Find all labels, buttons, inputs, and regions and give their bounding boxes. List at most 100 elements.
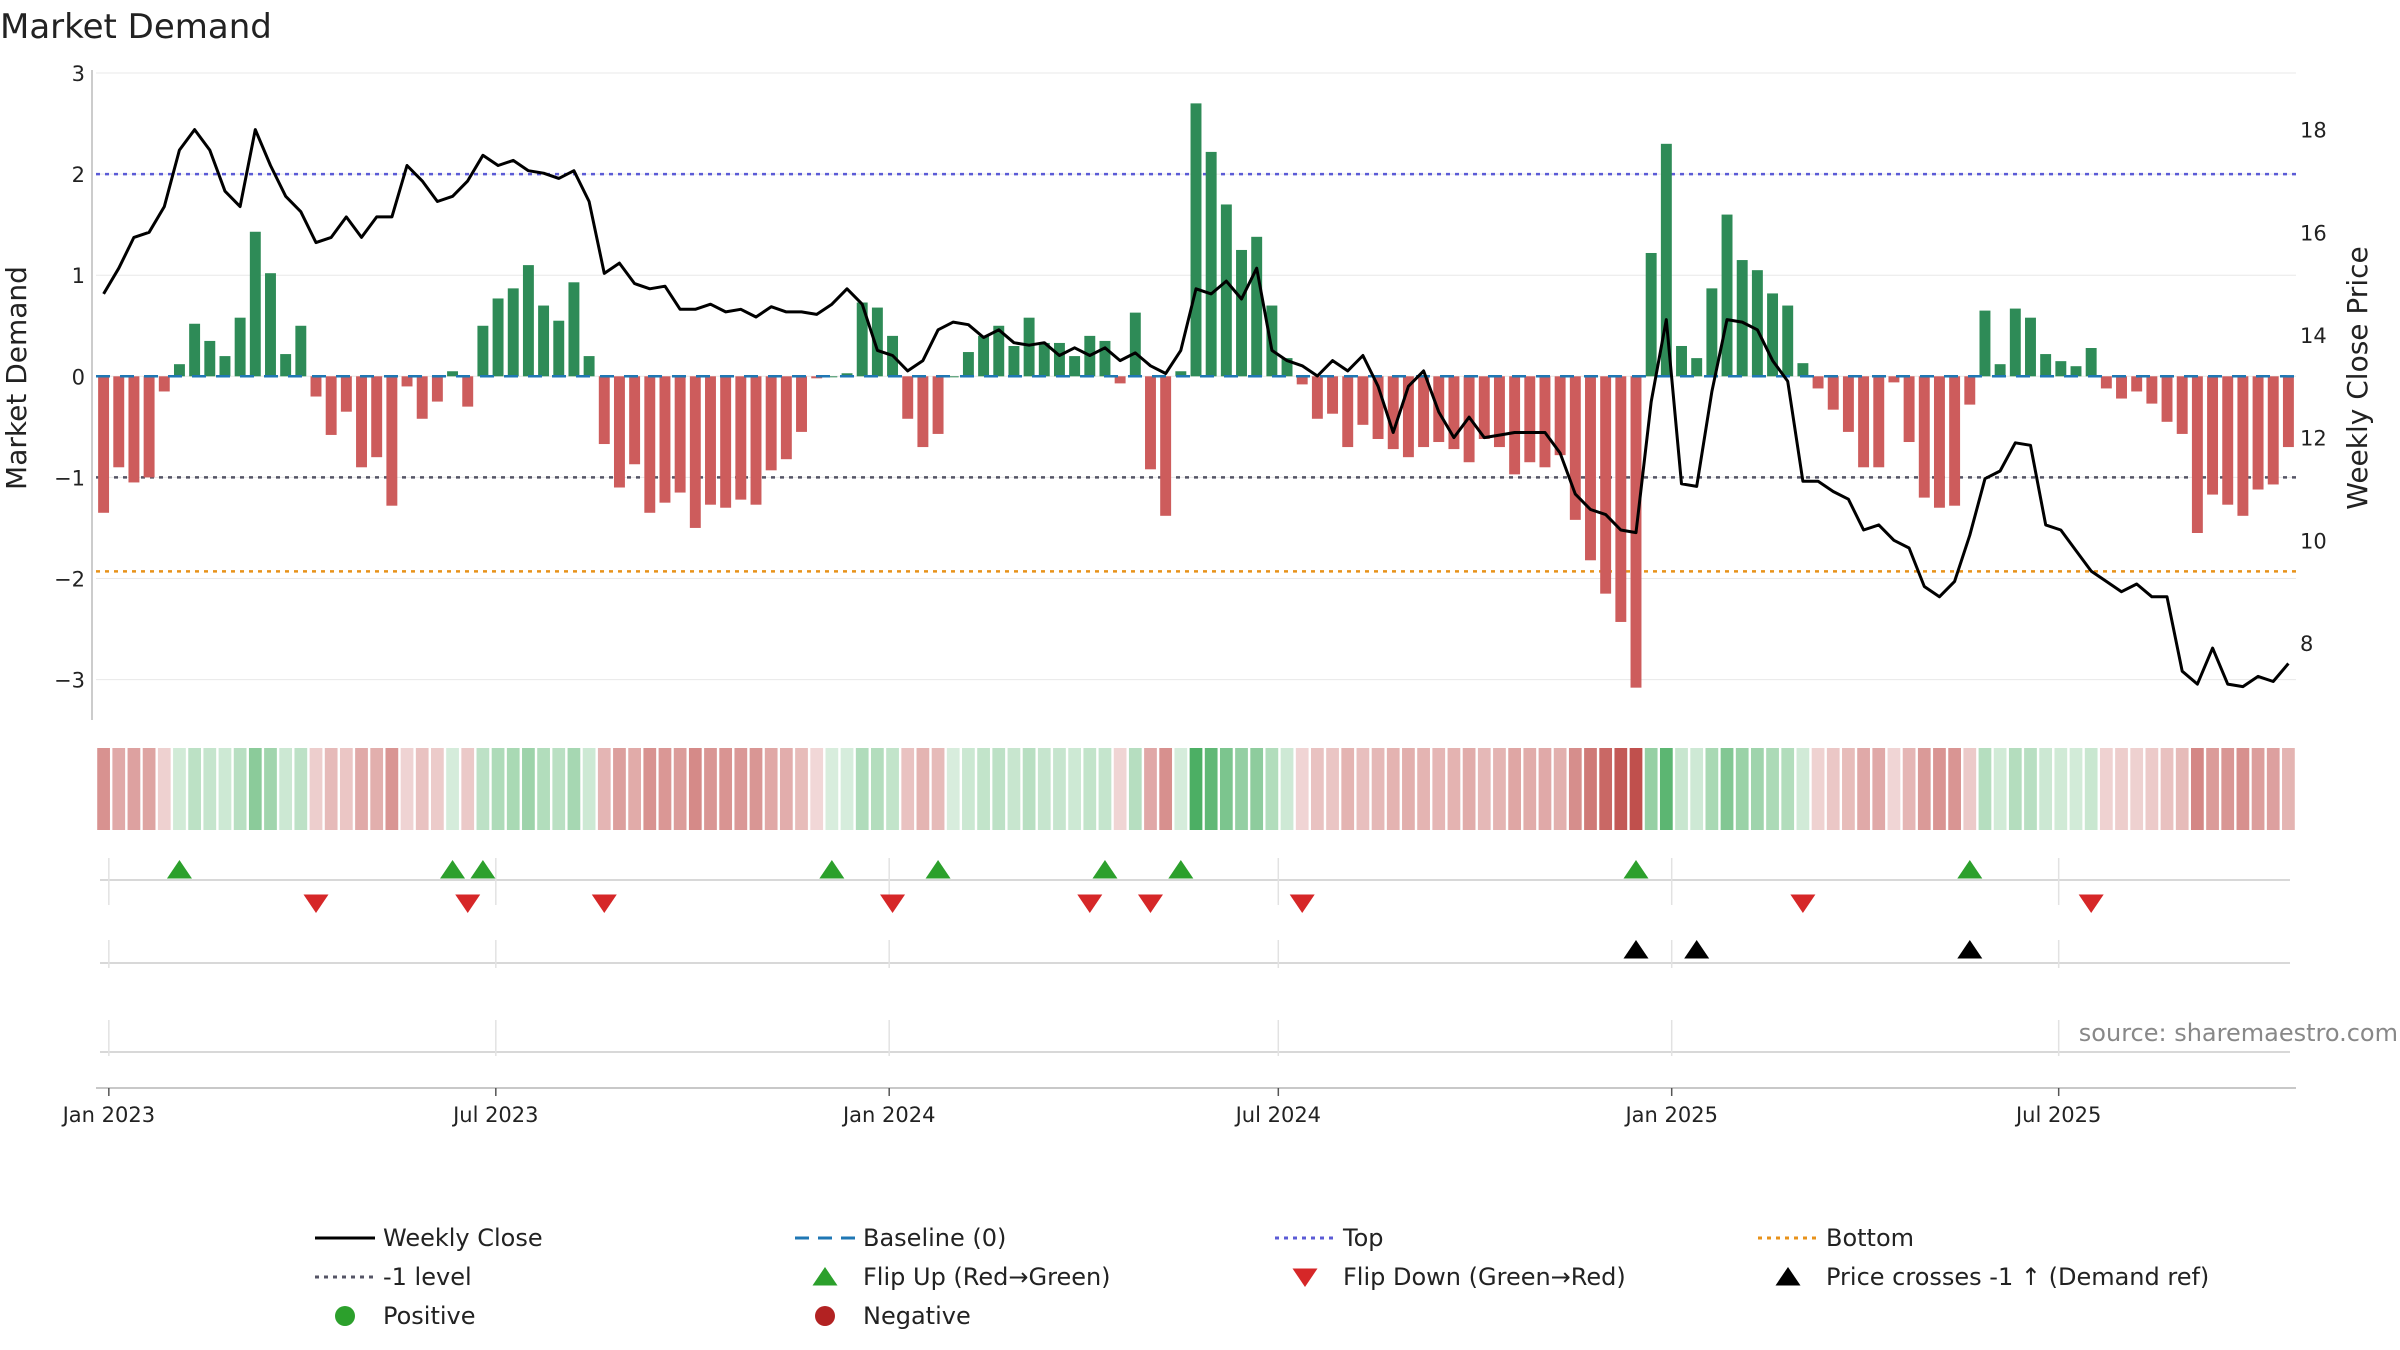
- demand-bar: [1402, 376, 1414, 458]
- heat-cell: [309, 748, 323, 830]
- heat-cell: [1174, 748, 1188, 830]
- legend-label: Negative: [863, 1302, 971, 1330]
- demand-bar: [598, 376, 610, 445]
- demand-bar: [204, 340, 216, 377]
- demand-bar: [796, 376, 807, 432]
- demand-bar: [947, 376, 959, 378]
- heat-cell: [962, 748, 975, 830]
- demand-bar: [978, 335, 990, 377]
- heat-cell: [1189, 748, 1203, 830]
- demand-bar: [1569, 376, 1581, 520]
- demand-bar: [629, 376, 641, 465]
- heat-cell: [415, 748, 429, 830]
- heat-cell: [1447, 748, 1461, 830]
- demand-bar: [1160, 376, 1172, 516]
- heat-cell: [1523, 748, 1537, 830]
- heat-cell: [203, 748, 217, 830]
- heat-cell: [476, 748, 490, 830]
- demand-bar: [1721, 214, 1733, 377]
- x-tick-label: Jan 2024: [841, 1103, 936, 1127]
- heat-cell: [506, 748, 520, 830]
- demand-bar: [2070, 366, 2082, 377]
- demand-bar: [1782, 305, 1794, 377]
- demand-bar: [962, 352, 974, 377]
- legend-label: Flip Up (Red→Green): [863, 1263, 1111, 1291]
- heat-cell: [233, 748, 247, 830]
- demand-bar: [2191, 376, 2203, 533]
- demand-bar: [98, 376, 110, 513]
- flip-down-marker: [880, 894, 906, 913]
- legend-label: Top: [1342, 1224, 1384, 1252]
- demand-bar: [613, 376, 625, 488]
- heat-cell: [1053, 748, 1066, 830]
- flip-down-marker: [1137, 894, 1163, 913]
- demand-bar: [1585, 376, 1596, 561]
- heat-cell: [491, 748, 505, 830]
- demand-bar: [1949, 376, 1961, 506]
- heat-cell: [446, 748, 459, 830]
- demand-bar: [1008, 345, 1020, 377]
- demand-bar: [371, 376, 383, 458]
- demand-bar: [416, 376, 428, 419]
- heat-cell: [628, 748, 641, 830]
- heat-cell: [886, 748, 899, 830]
- demand-bar: [2025, 317, 2036, 377]
- heat-cell: [142, 748, 156, 830]
- legend-swatch: [335, 1306, 355, 1326]
- demand-bar: [659, 376, 671, 503]
- demand-bar: [2100, 376, 2112, 389]
- heat-cell: [1098, 748, 1112, 830]
- heat-cell: [840, 748, 854, 830]
- demand-bar: [1979, 310, 1991, 377]
- x-tick-label: Jul 2025: [2014, 1103, 2101, 1127]
- heat-cell: [279, 748, 293, 830]
- heat-cell: [1022, 748, 1036, 830]
- heat-cell: [1978, 748, 1992, 830]
- heat-cell: [324, 748, 338, 830]
- demand-bar: [993, 325, 1005, 377]
- heat-cell: [552, 748, 566, 830]
- demand-bar: [2267, 376, 2279, 485]
- demand-bar: [2055, 361, 2067, 377]
- heat-cell: [643, 748, 657, 830]
- chart-title: Market Demand: [0, 7, 272, 47]
- x-ticks: Jan 2023 Jul 2023 Jan 2024 Jul 2024 Jan 2025…: [61, 1088, 2101, 1127]
- demand-bar: [1099, 340, 1111, 377]
- flip-down-marker: [1790, 894, 1816, 913]
- heat-cell: [400, 748, 414, 830]
- heat-cell: [871, 748, 884, 830]
- heat-cell: [795, 748, 808, 830]
- heat-cell: [2221, 748, 2235, 830]
- y-tick-label: 0: [72, 365, 85, 389]
- demand-bar: [1387, 376, 1399, 450]
- heat-cell: [2145, 748, 2159, 830]
- demand-bar: [1220, 204, 1232, 377]
- y-tick-label: −1: [54, 466, 85, 490]
- demand-bar: [2116, 376, 2127, 399]
- heat-cell: [1842, 748, 1855, 830]
- demand-bar: [583, 356, 595, 377]
- demand-bar: [310, 376, 322, 397]
- demand-bar: [356, 376, 367, 468]
- heat-cell: [1128, 748, 1142, 830]
- demand-bar: [1964, 376, 1976, 405]
- demand-bar: [447, 371, 459, 377]
- heat-cell: [1250, 748, 1264, 830]
- demand-bar: [401, 376, 413, 387]
- demand-bar: [871, 307, 883, 377]
- heat-cell: [1113, 748, 1127, 830]
- demand-bar: [1069, 356, 1081, 377]
- legend-label: Bottom: [1826, 1224, 1914, 1252]
- heat-cell: [1204, 748, 1218, 830]
- heat-cell: [1902, 748, 1916, 830]
- source-note: source: sharemaestro.com: [2079, 1019, 2398, 1047]
- y-axis-right-label: Weekly Close Price: [2341, 246, 2374, 509]
- heat-cell: [1584, 748, 1597, 830]
- heat-cell: [946, 748, 960, 830]
- demand-bar: [1751, 270, 1763, 377]
- price-cross-marker: [1623, 940, 1649, 959]
- heat-cell: [1872, 748, 1886, 830]
- demand-bar: [295, 325, 307, 377]
- heat-cell: [1295, 748, 1309, 830]
- heat-cell: [188, 748, 201, 830]
